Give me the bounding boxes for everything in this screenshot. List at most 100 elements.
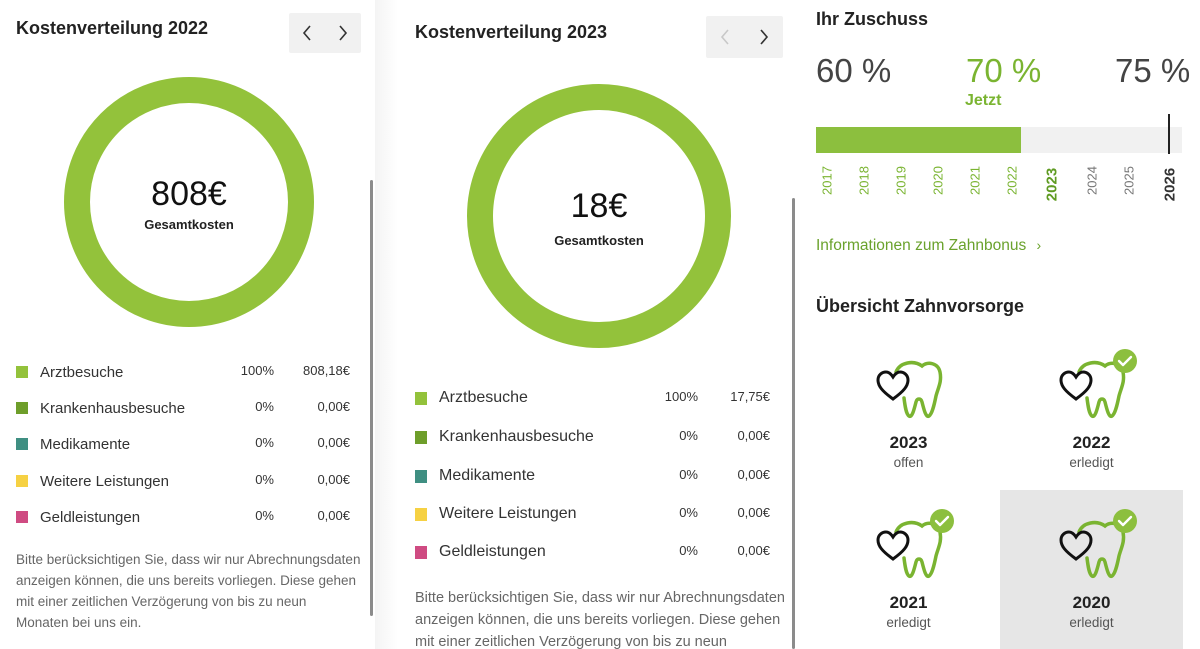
- legend-percent: 0%: [255, 508, 274, 523]
- legend-item-medikamente: Medikamente: [415, 465, 535, 487]
- panel-divider: [375, 0, 398, 649]
- bonus-level-60: 60 %: [816, 52, 892, 89]
- legend-swatch: [415, 469, 427, 483]
- legend-percent: 0%: [255, 472, 274, 487]
- tooth-heart-check-icon: [1059, 509, 1137, 579]
- legend-item-weitere-leistungen: Weitere Leistungen: [16, 470, 169, 492]
- next-year-button[interactable]: [745, 16, 784, 58]
- legend-label: Weitere Leistungen: [40, 472, 169, 490]
- year-navigation: [706, 16, 783, 58]
- year-label-target: 2026: [1161, 167, 1179, 202]
- previous-year-button[interactable]: [706, 16, 745, 58]
- legend-swatch: [415, 545, 427, 559]
- legend-swatch: [415, 430, 427, 444]
- legend-percent: 0%: [255, 399, 274, 414]
- legend-amount: 0,00€: [737, 428, 770, 443]
- legend-percent: 100%: [240, 363, 274, 378]
- legend-item-arztbesuche: Arztbesuche: [415, 387, 528, 409]
- bonus-progress-fill: [816, 127, 1021, 153]
- card-title: Kostenverteilung 2023: [415, 22, 608, 42]
- total-cost-value: 808€: [151, 175, 227, 213]
- current-level-label: Jetzt: [965, 92, 1002, 109]
- legend-item-medikamente: Medikamente: [16, 433, 130, 455]
- vorsorge-tile-2020[interactable]: 2020 erledigt: [1000, 490, 1183, 649]
- billing-disclaimer: Bitte berücksichtigen Sie, dass wir nur …: [415, 590, 785, 649]
- chevron-right-icon: [339, 25, 348, 41]
- legend-item-krankenhausbesuche: Krankenhausbesuche: [415, 426, 594, 448]
- legend-label: Geldleistungen: [40, 508, 141, 526]
- legend-label: Geldleistungen: [439, 543, 546, 560]
- total-cost-label: Gesamtkosten: [554, 233, 644, 248]
- legend-swatch: [16, 366, 28, 378]
- tile-status: offen: [893, 455, 924, 470]
- legend-amount: 808,18€: [303, 363, 350, 378]
- scrollbar[interactable]: [370, 180, 373, 616]
- legend-percent: 0%: [255, 435, 274, 450]
- legend-amount: 17,75€: [730, 389, 770, 404]
- tooth-heart-check-icon: [1059, 349, 1137, 419]
- vorsorge-tile-2021[interactable]: 2021 erledigt: [817, 490, 1000, 649]
- legend-percent: 0%: [679, 467, 698, 482]
- year-label: 2017: [819, 166, 835, 195]
- bonus-level-current: 70 %: [966, 52, 1042, 89]
- tile-year: 2020: [1072, 593, 1111, 612]
- cost-donut-chart: 18€ Gesamtkosten: [466, 83, 732, 349]
- year-label: 2018: [856, 166, 872, 195]
- year-label: 2020: [930, 166, 946, 195]
- tile-year: 2021: [889, 593, 928, 612]
- vorsorge-tile-2023[interactable]: 2023 offen: [817, 330, 1000, 490]
- next-year-button[interactable]: [325, 13, 361, 53]
- legend-amount: 0,00€: [317, 399, 350, 414]
- zuschuss-panel: Ihr Zuschuss 60 % 70 % Jetzt 75 % 2017 2…: [800, 0, 1200, 649]
- year-label: 2022: [1004, 166, 1020, 195]
- legend-label: Krankenhausbesuche: [439, 428, 594, 445]
- year-label: 2019: [893, 166, 909, 195]
- legend-swatch: [415, 507, 427, 521]
- legend-percent: 0%: [679, 505, 698, 520]
- donut-segment-arztbesuche: [467, 84, 731, 348]
- year-label: 2021: [967, 166, 983, 195]
- donut-ring: [467, 84, 731, 348]
- zahnbonus-info-link[interactable]: Informationen zum Zahnbonus ›: [816, 237, 1041, 255]
- legend-label: Weitere Leistungen: [439, 505, 577, 522]
- legend-item-arztbesuche: Arztbesuche: [16, 361, 123, 383]
- legend-amount: 0,00€: [317, 508, 350, 523]
- tile-status: erledigt: [886, 615, 931, 630]
- cost-card-2023: Kostenverteilung 2023 18€ Gesamtkosten A…: [398, 0, 798, 649]
- check-icon: [930, 509, 954, 533]
- chevron-right-icon: ›: [1036, 237, 1042, 253]
- zuschuss-title: Ihr Zuschuss: [816, 9, 929, 29]
- legend-item-geldleistungen: Geldleistungen: [415, 541, 546, 563]
- cost-card-2022: Kostenverteilung 2022 808€ Gesamtkosten …: [0, 0, 375, 649]
- legend-item-geldleistungen: Geldleistungen: [16, 506, 140, 528]
- legend-swatch: [16, 475, 28, 487]
- year-navigation: [289, 13, 361, 53]
- check-icon: [1113, 509, 1137, 533]
- total-cost-value: 18€: [570, 187, 628, 225]
- legend-amount: 0,00€: [737, 543, 770, 558]
- legend-swatch: [16, 511, 28, 523]
- legend-amount: 0,00€: [737, 467, 770, 482]
- legend-label: Medikamente: [439, 467, 536, 484]
- bonus-level-75: 75 %: [1115, 52, 1191, 89]
- card-title: Kostenverteilung 2022: [16, 18, 209, 38]
- tile-year: 2022: [1072, 433, 1111, 452]
- cost-donut-chart: 808€ Gesamtkosten: [64, 77, 314, 327]
- vorsorge-tile-2022[interactable]: 2022 erledigt: [1000, 330, 1183, 490]
- donut-ring: [64, 77, 314, 327]
- previous-year-button[interactable]: [289, 13, 325, 53]
- year-label: 2024: [1084, 166, 1100, 195]
- scrollbar[interactable]: [792, 198, 795, 649]
- tile-status: erledigt: [1069, 615, 1114, 630]
- info-link-label: Informationen zum Zahnbonus: [816, 237, 1027, 254]
- legend-label: Medikamente: [40, 435, 131, 453]
- chevron-right-icon: [760, 29, 768, 45]
- legend-amount: 0,00€: [317, 435, 350, 450]
- legend-item-krankenhausbesuche: Krankenhausbesuche: [16, 397, 185, 419]
- legend-swatch: [16, 438, 28, 450]
- legend-label: Arztbesuche: [40, 363, 124, 381]
- target-marker: [1168, 114, 1170, 154]
- check-icon: [1113, 349, 1137, 373]
- legend-label: Arztbesuche: [439, 389, 528, 406]
- vorsorge-title: Übersicht Zahnvorsorge: [816, 296, 1025, 316]
